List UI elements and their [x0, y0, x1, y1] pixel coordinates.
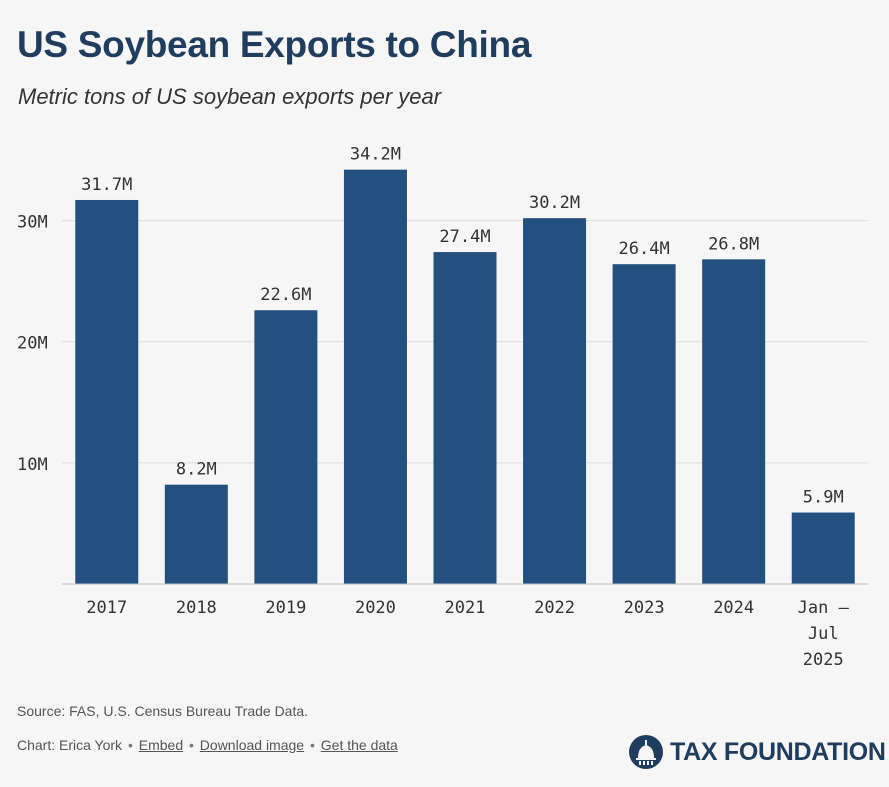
- data-label: 30.2M: [529, 193, 580, 213]
- x-tick-label: 2017: [86, 598, 127, 618]
- bar: [164, 484, 228, 584]
- x-tick-label: 2018: [176, 598, 217, 618]
- bar: [75, 199, 139, 584]
- separator: •: [189, 737, 194, 753]
- chart-subtitle: Metric tons of US soybean exports per ye…: [18, 84, 442, 109]
- bar: [433, 252, 497, 584]
- bar: [791, 512, 855, 584]
- x-tick-label: 2019: [265, 598, 306, 618]
- data-label: 8.2M: [176, 460, 217, 480]
- separator: •: [127, 737, 133, 753]
- y-tick-label: 10M: [17, 455, 48, 475]
- x-tick-label: 2025: [803, 650, 844, 670]
- chart-credit: Chart: Erica York: [17, 737, 123, 753]
- logo-text: TAX FOUNDATION: [670, 737, 886, 766]
- capitol-dome-icon: [629, 735, 663, 769]
- bar: [343, 169, 407, 585]
- chart-title: US Soybean Exports to China: [17, 24, 532, 65]
- separator: •: [309, 737, 315, 753]
- bar: [523, 218, 587, 585]
- data-label: 27.4M: [439, 227, 490, 247]
- data-label: 5.9M: [803, 488, 844, 508]
- bar-chart: 10M 20M 30M 31.7M 2017 8.2M 2018 22.6M 2019 34.2M…: [17, 145, 868, 670]
- get-the-data-link[interactable]: Get the data: [320, 737, 398, 753]
- x-tick-label: 2022: [534, 598, 575, 618]
- bar: [612, 264, 676, 584]
- tax-foundation-logo: TAX FOUNDATION: [628, 734, 886, 770]
- data-label: 26.4M: [619, 239, 670, 259]
- x-tick-label: Jul: [808, 624, 839, 644]
- x-tick-label: 2021: [445, 598, 486, 618]
- bar: [254, 310, 318, 584]
- data-label: 22.6M: [260, 285, 311, 305]
- data-label: 26.8M: [708, 234, 759, 254]
- data-label: 34.2M: [350, 145, 401, 165]
- download-image-link[interactable]: Download image: [199, 737, 305, 753]
- y-tick-label: 30M: [17, 213, 48, 233]
- x-tick-label: 2023: [624, 598, 665, 618]
- x-tick-label: 2024: [713, 598, 754, 618]
- source-note: Source: FAS, U.S. Census Bureau Trade Da…: [17, 703, 309, 719]
- data-label: 31.7M: [81, 175, 132, 195]
- x-tick-label: 2020: [355, 598, 396, 618]
- embed-link[interactable]: Embed: [138, 737, 184, 753]
- x-tick-label: Jan –: [798, 598, 850, 618]
- credits-line: Chart: Erica York • Embed • Download ima…: [17, 737, 398, 753]
- y-tick-label: 20M: [17, 334, 48, 354]
- bar: [702, 259, 766, 584]
